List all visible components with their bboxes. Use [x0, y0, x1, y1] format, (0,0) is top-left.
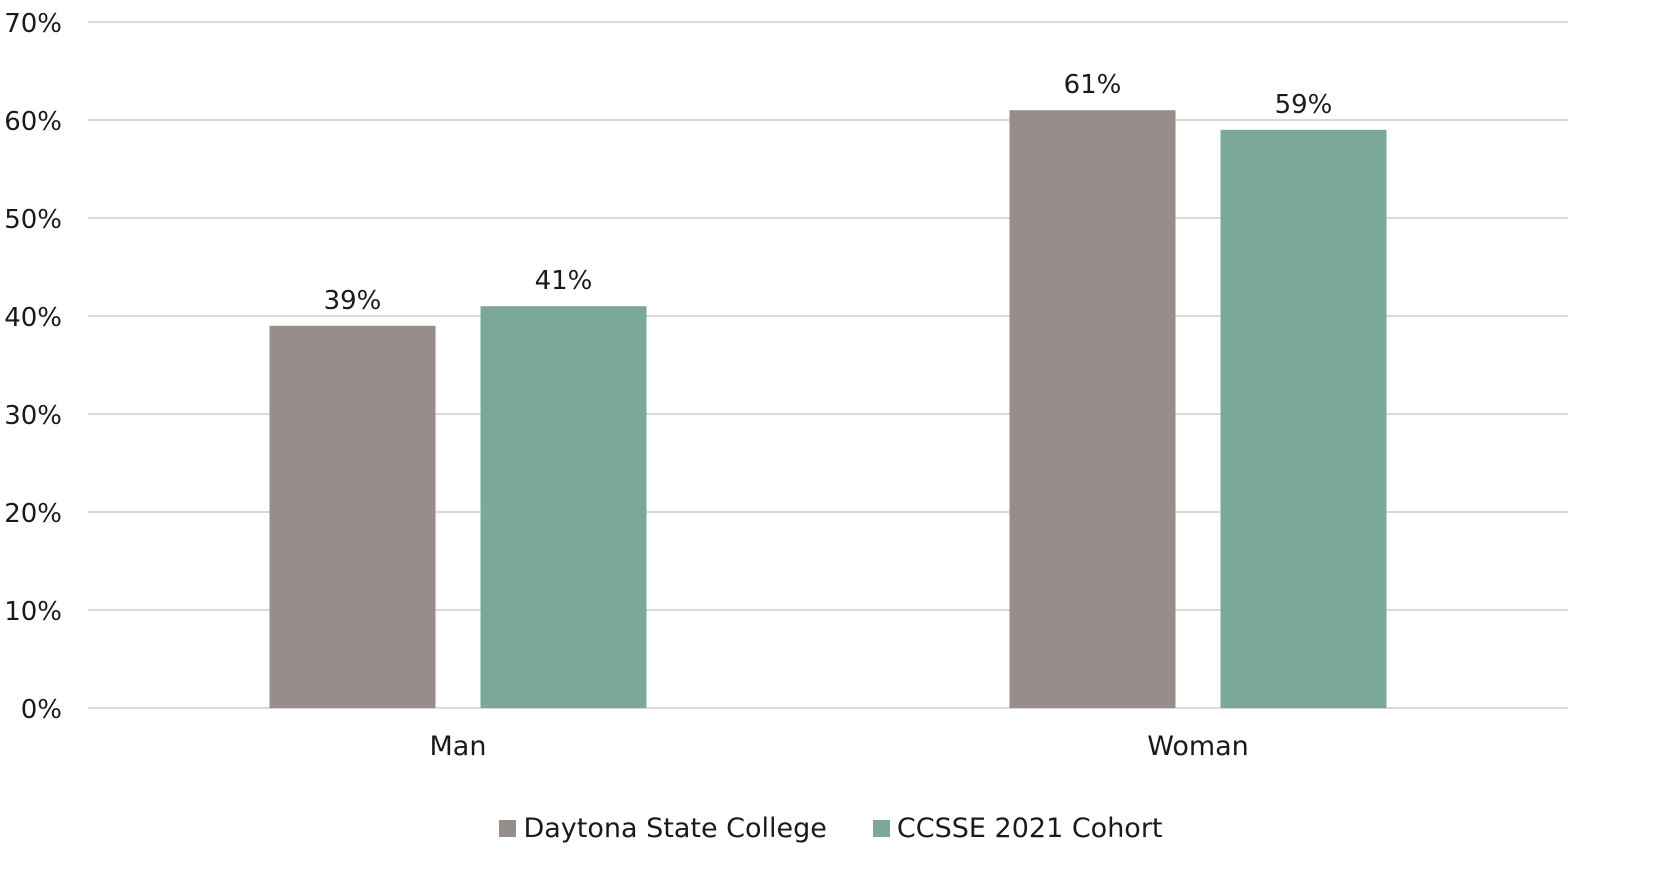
legend-item-series-2: CCSSE 2021 Cohort — [872, 812, 1163, 844]
y-tick-label: 30% — [4, 401, 62, 431]
legend-item-series-1: Daytona State College — [499, 812, 827, 844]
y-tick-label: 70% — [4, 9, 62, 39]
bar-1-man — [269, 325, 436, 708]
legend-swatch-series-1 — [499, 819, 517, 837]
y-tick-label: 40% — [4, 303, 62, 333]
y-tick-label: 60% — [4, 107, 62, 137]
y-tick-label: 50% — [4, 205, 62, 235]
y-tick-label: 0% — [21, 695, 62, 725]
legend-swatch-series-2 — [872, 819, 890, 837]
x-axis-ticks: Man Woman — [430, 731, 1249, 762]
legend: Daytona State College CCSSE 2021 Cohort — [0, 808, 1662, 848]
data-labels: 39% 41% 61% 59% — [324, 70, 1333, 316]
data-label: 61% — [1064, 70, 1122, 100]
data-label: 39% — [324, 286, 382, 316]
y-tick-label: 20% — [4, 499, 62, 529]
x-tick-label: Man — [430, 731, 487, 762]
y-tick-label: 10% — [4, 597, 62, 627]
x-tick-label: Woman — [1147, 731, 1249, 762]
legend-label-series-2: CCSSE 2021 Cohort — [896, 812, 1163, 844]
data-label: 59% — [1275, 90, 1333, 120]
bar-1-woman — [1009, 110, 1176, 708]
bar-2-man — [480, 306, 647, 708]
y-axis-ticks: 0% 10% 20% 30% 40% 50% 60% 70% — [4, 9, 62, 725]
data-label: 41% — [535, 266, 593, 296]
bars — [269, 110, 1387, 709]
legend-label-series-1: Daytona State College — [523, 812, 827, 844]
bar-2-woman — [1220, 129, 1387, 709]
